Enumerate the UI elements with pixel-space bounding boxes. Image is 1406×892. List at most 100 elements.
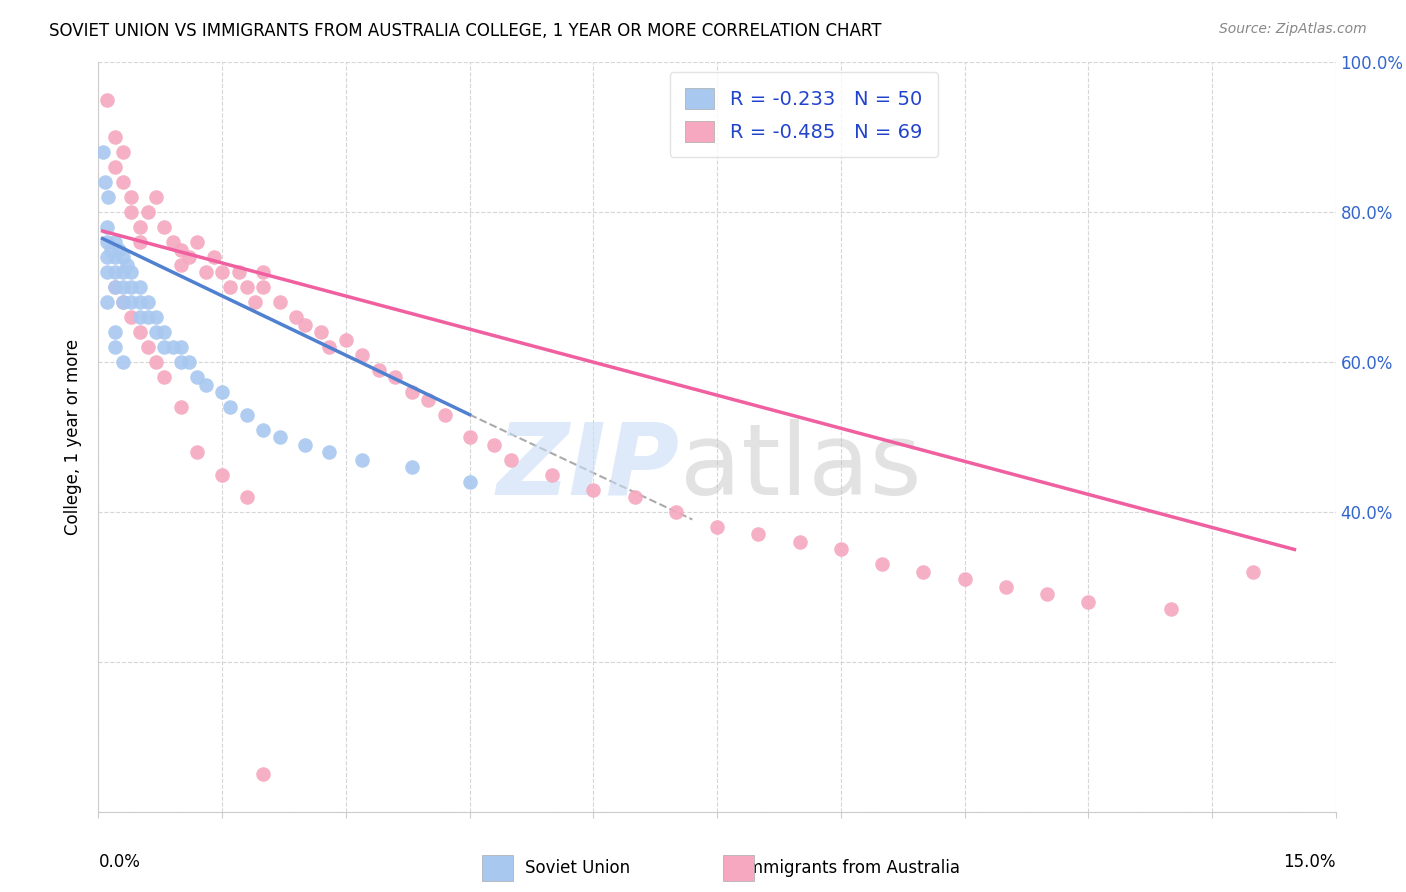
Point xyxy=(170,340,193,354)
Point xyxy=(186,445,208,459)
Point xyxy=(120,295,142,310)
Point xyxy=(269,430,291,444)
Point xyxy=(294,318,316,332)
Point xyxy=(335,333,357,347)
Point xyxy=(120,280,142,294)
Point xyxy=(128,280,150,294)
Point xyxy=(112,145,135,160)
Point xyxy=(104,235,127,250)
Point xyxy=(136,205,159,219)
Point xyxy=(458,430,481,444)
Point xyxy=(128,235,150,250)
Text: atlas: atlas xyxy=(681,418,921,516)
Point xyxy=(252,280,274,294)
Point xyxy=(179,250,201,264)
Text: 0.0%: 0.0% xyxy=(98,853,141,871)
Point xyxy=(1036,587,1059,601)
Point xyxy=(194,377,217,392)
Point xyxy=(318,340,340,354)
Bar xyxy=(482,855,513,881)
Point xyxy=(1077,595,1099,609)
Point xyxy=(252,767,274,781)
Point xyxy=(830,542,852,557)
Point xyxy=(285,310,308,325)
Point xyxy=(747,527,769,541)
Point xyxy=(104,340,127,354)
Point xyxy=(112,250,135,264)
Point xyxy=(112,355,135,369)
Text: Soviet Union: Soviet Union xyxy=(526,859,630,877)
Text: SOVIET UNION VS IMMIGRANTS FROM AUSTRALIA COLLEGE, 1 YEAR OR MORE CORRELATION CH: SOVIET UNION VS IMMIGRANTS FROM AUSTRALI… xyxy=(49,22,882,40)
Point xyxy=(252,265,274,279)
Point xyxy=(145,355,167,369)
Point xyxy=(1160,602,1182,616)
Point xyxy=(202,250,225,264)
Point xyxy=(104,265,127,279)
Point xyxy=(104,161,127,175)
Point xyxy=(789,535,811,549)
Point xyxy=(219,280,242,294)
Point xyxy=(153,370,176,384)
Point xyxy=(112,175,135,189)
Y-axis label: College, 1 year or more: College, 1 year or more xyxy=(65,339,83,535)
Point xyxy=(100,243,122,257)
Point xyxy=(194,265,217,279)
Point xyxy=(236,408,259,422)
Point xyxy=(418,392,440,407)
Point xyxy=(97,190,120,204)
Point xyxy=(120,310,142,325)
Point xyxy=(211,265,233,279)
Point xyxy=(541,467,564,482)
Point xyxy=(236,490,259,504)
Point xyxy=(401,460,423,475)
Text: 15.0%: 15.0% xyxy=(1284,853,1336,871)
Point xyxy=(367,362,389,376)
Point xyxy=(170,400,193,414)
Point xyxy=(236,280,259,294)
Point xyxy=(136,340,159,354)
Point xyxy=(153,220,176,235)
Point xyxy=(352,452,374,467)
Point xyxy=(96,265,118,279)
Point xyxy=(211,467,233,482)
Point xyxy=(433,408,456,422)
Point xyxy=(120,190,142,204)
Point xyxy=(94,175,117,189)
Point xyxy=(219,400,242,414)
Point xyxy=(953,573,976,587)
Legend: R = -0.233   N = 50, R = -0.485   N = 69: R = -0.233 N = 50, R = -0.485 N = 69 xyxy=(669,72,938,157)
Point xyxy=(104,130,127,145)
Point xyxy=(162,235,184,250)
Point xyxy=(153,340,176,354)
Point xyxy=(117,258,139,272)
Point xyxy=(104,250,127,264)
Point xyxy=(228,265,250,279)
Point xyxy=(104,325,127,339)
Point xyxy=(162,340,184,354)
Point xyxy=(252,423,274,437)
Point xyxy=(96,220,118,235)
Point xyxy=(108,243,131,257)
Point xyxy=(1241,565,1264,579)
Point xyxy=(870,558,893,572)
Point xyxy=(128,220,150,235)
Point xyxy=(96,295,118,310)
Point xyxy=(484,437,506,451)
Point xyxy=(153,325,176,339)
Text: Source: ZipAtlas.com: Source: ZipAtlas.com xyxy=(1219,22,1367,37)
Point xyxy=(112,295,135,310)
Point xyxy=(179,355,201,369)
Point xyxy=(145,325,167,339)
Point xyxy=(623,490,645,504)
Point xyxy=(318,445,340,459)
Point xyxy=(499,452,522,467)
Point xyxy=(706,520,728,534)
Point xyxy=(384,370,406,384)
Point xyxy=(91,145,114,160)
Point xyxy=(665,505,688,519)
Text: Immigrants from Australia: Immigrants from Australia xyxy=(742,859,960,877)
Point xyxy=(120,205,142,219)
Point xyxy=(145,310,167,325)
Point xyxy=(294,437,316,451)
Bar xyxy=(723,855,754,881)
